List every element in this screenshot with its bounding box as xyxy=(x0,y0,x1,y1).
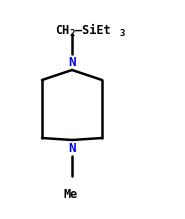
Text: CH: CH xyxy=(55,23,69,37)
Text: N: N xyxy=(68,55,76,69)
Text: Me: Me xyxy=(64,188,78,201)
Text: —SiEt: —SiEt xyxy=(75,23,111,37)
Text: N: N xyxy=(68,141,76,154)
Text: 3: 3 xyxy=(119,30,124,39)
Text: 2: 2 xyxy=(69,30,74,39)
